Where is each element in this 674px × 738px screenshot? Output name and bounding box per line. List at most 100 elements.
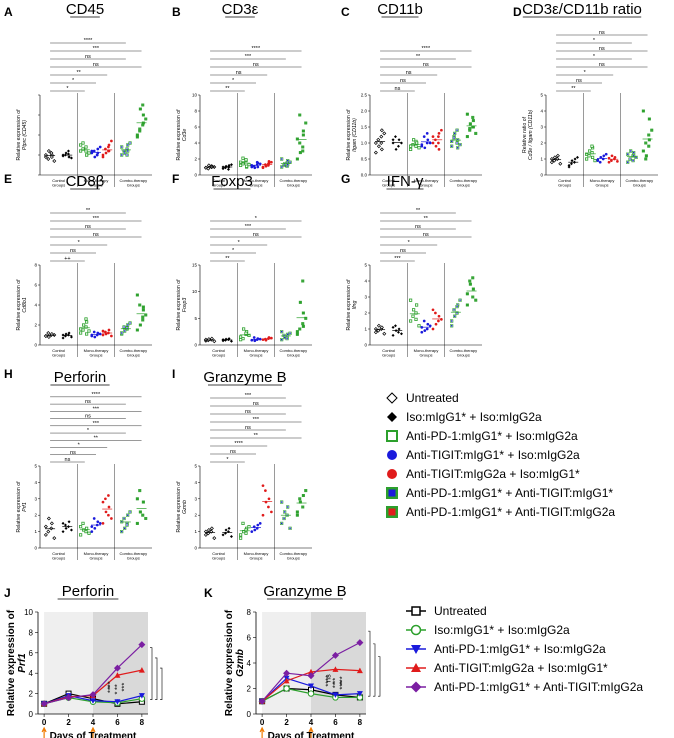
data-point [101, 153, 105, 157]
y-tick-label: 4 [194, 141, 197, 146]
sig-label: ns [423, 232, 429, 238]
data-point-shape [84, 325, 88, 329]
group-5-points [120, 510, 132, 534]
data-point [141, 113, 145, 117]
sig-label: ns [599, 46, 605, 52]
data-point-shape [104, 497, 107, 501]
data-point-shape [98, 522, 102, 525]
y-label-line2: Cd8b1 [22, 297, 28, 312]
data-point-shape [379, 325, 384, 330]
panel-letter: B [172, 5, 181, 19]
data-point-shape [43, 153, 48, 157]
data-point-shape [255, 160, 259, 164]
data-point-inner [126, 148, 128, 150]
y-tick-label: 8 [34, 263, 37, 268]
group-label: Combo-therapy [280, 551, 308, 556]
data-point-shape [67, 520, 71, 524]
data-point-shape [244, 531, 248, 535]
legend-item: Anti-PD-1:mIgG1* + Anti-TIGIT:mIgG2a [406, 680, 643, 694]
legend-item: Anti-PD-1:mIgG1* + Iso:mIgG2a [406, 642, 606, 656]
data-point [241, 162, 245, 166]
data-point [85, 320, 89, 324]
data-point [647, 133, 651, 137]
group-label: Control [382, 178, 395, 183]
sig-label: * [232, 78, 235, 84]
data-point [420, 143, 424, 146]
y-label-line1: Relative expression of [6, 609, 17, 716]
y-tick-label: 2 [364, 311, 367, 316]
group-2-points [79, 141, 91, 157]
sig-label: ** [225, 256, 230, 262]
data-point [135, 521, 139, 525]
data-point-inner [626, 153, 629, 155]
sig-label: ns [400, 78, 406, 84]
group-6-points [295, 279, 308, 336]
data-point [226, 167, 230, 171]
data-point-inner [286, 337, 288, 340]
data-point-inner [283, 511, 286, 513]
data-point-inner [629, 150, 632, 152]
group-6-points [295, 489, 308, 517]
data-point [408, 298, 413, 302]
y-tick-label: 2 [194, 513, 197, 518]
data-point [376, 144, 381, 149]
data-point-shape [46, 149, 51, 153]
data-point [376, 137, 381, 142]
data-point-shape [399, 141, 403, 145]
group-label-sub: Groups [212, 183, 225, 188]
data-point-inner [289, 527, 291, 530]
data-point [431, 141, 435, 145]
data-point-shape [227, 163, 231, 167]
panel-letter: J [4, 586, 11, 600]
y-label-line2: Foxp3 [182, 298, 188, 313]
group-label-sub: Groups [382, 183, 395, 188]
data-point [474, 298, 478, 302]
data-point [301, 133, 305, 137]
sig-label: *** [338, 681, 347, 690]
sig-label: ** [416, 208, 421, 214]
data-point-inner [123, 517, 125, 520]
sig-label: ns [423, 62, 429, 68]
data-point-shape [590, 144, 594, 148]
data-point [613, 156, 617, 159]
panel-title: CD3ε/CD11b ratio [522, 1, 642, 18]
data-point [244, 531, 248, 535]
group-label: Control [212, 348, 225, 353]
data-point-shape [396, 330, 400, 334]
group-label: Control [52, 551, 65, 556]
data-point-shape [261, 513, 265, 517]
data-point-shape [52, 536, 57, 541]
data-point-shape [49, 155, 54, 159]
data-point [301, 149, 305, 153]
data-point-shape [607, 160, 611, 164]
sig-label: ns [70, 450, 76, 456]
y-tick-label: 4 [364, 279, 367, 284]
data-point [393, 324, 397, 328]
data-point [84, 317, 88, 321]
line-point [307, 690, 315, 697]
legend-item: Anti-PD-1:mIgG1* + Anti-TIGIT:mIgG2a [386, 505, 615, 519]
data-point-shape [224, 528, 228, 532]
group-6-points [465, 276, 478, 307]
data-point-shape [414, 144, 418, 148]
group-4-points [101, 494, 113, 525]
group-label-sub: Groups [89, 353, 102, 358]
data-point [212, 536, 217, 541]
y-axis-label: Relative expression of Gzmb [224, 609, 246, 716]
group-2-points [408, 298, 421, 328]
data-point [567, 163, 571, 167]
data-point [61, 336, 65, 340]
data-point [46, 157, 51, 161]
group-5-points [450, 298, 462, 328]
sig-label: * [408, 240, 411, 246]
data-point [253, 528, 257, 532]
group-label-sub: Groups [633, 183, 646, 188]
data-point-inner [450, 145, 453, 147]
data-point [420, 330, 424, 334]
data-point-shape [376, 323, 381, 328]
group-label: Combo-therapy [120, 551, 148, 556]
data-point [241, 327, 246, 331]
legend-label: Untreated [406, 391, 459, 405]
data-point [397, 327, 401, 331]
data-point-shape [588, 149, 592, 153]
